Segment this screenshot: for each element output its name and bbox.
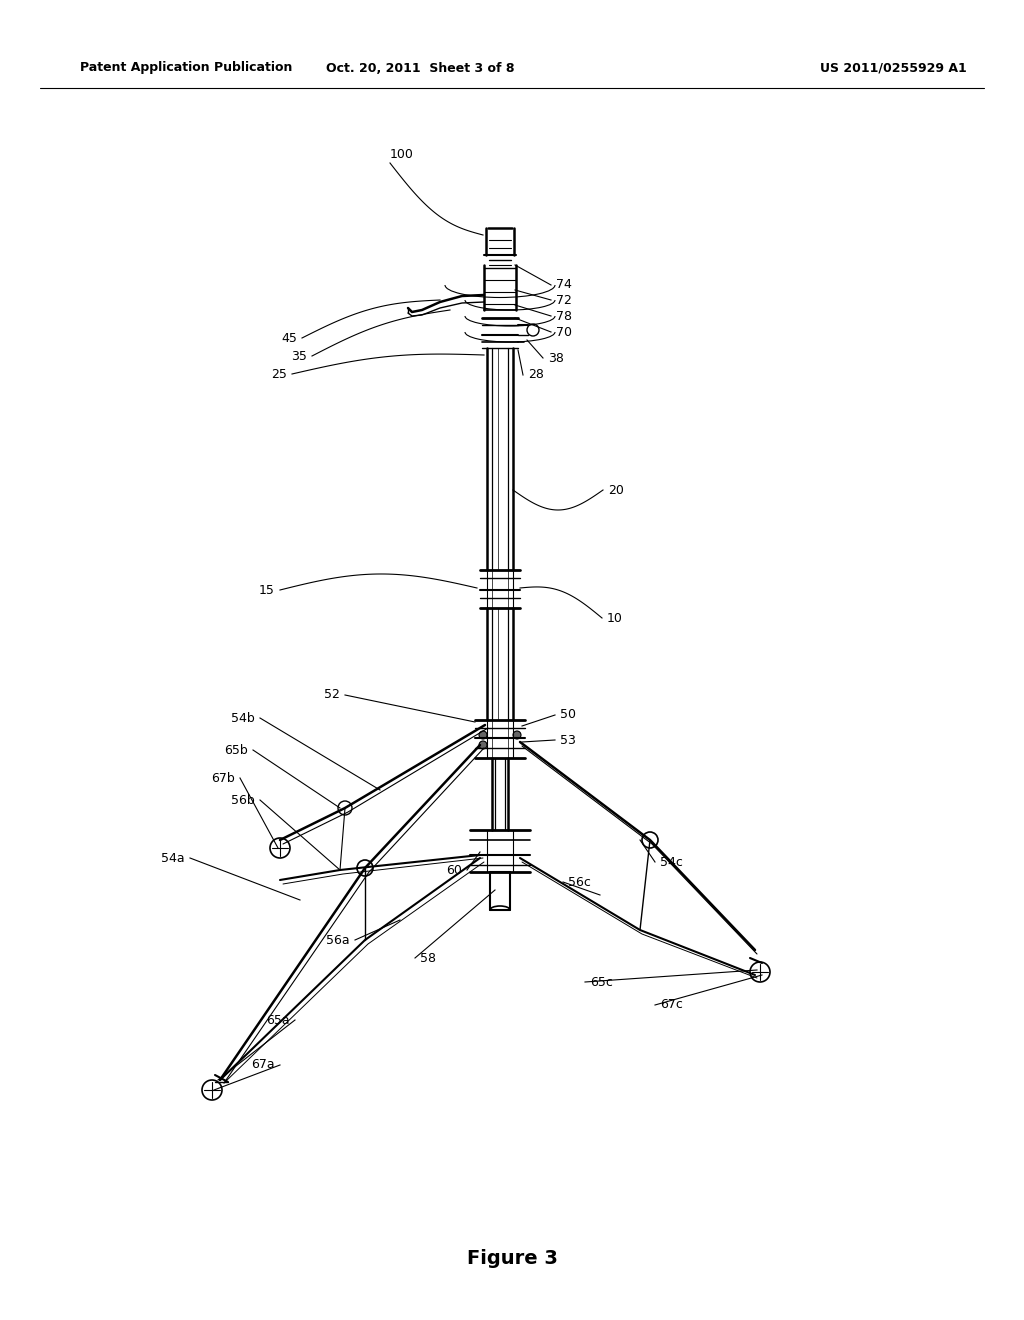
Text: 65b: 65b [224,743,248,756]
Circle shape [338,801,352,814]
Text: Patent Application Publication: Patent Application Publication [80,62,293,74]
Circle shape [479,731,487,739]
Circle shape [270,838,290,858]
Text: 67a: 67a [251,1059,275,1072]
Circle shape [202,1080,222,1100]
Text: 56c: 56c [568,875,591,888]
Text: 10: 10 [607,611,623,624]
Text: 60: 60 [446,863,462,876]
Circle shape [513,731,521,739]
Text: 78: 78 [556,309,572,322]
Text: 58: 58 [420,952,436,965]
Text: 20: 20 [608,483,624,496]
Text: 65c: 65c [590,975,613,989]
Text: 28: 28 [528,368,544,381]
Text: 54c: 54c [660,855,683,869]
Text: 35: 35 [291,350,307,363]
Text: 52: 52 [325,689,340,701]
Text: 56b: 56b [231,793,255,807]
Text: 54a: 54a [162,851,185,865]
Text: 100: 100 [390,149,414,161]
Circle shape [642,832,658,847]
Text: 45: 45 [282,331,297,345]
Text: 15: 15 [259,583,275,597]
Text: 70: 70 [556,326,572,338]
Text: Figure 3: Figure 3 [467,1249,557,1267]
Text: 53: 53 [560,734,575,747]
Circle shape [479,741,487,748]
Text: 72: 72 [556,293,571,306]
Text: 25: 25 [271,367,287,380]
Text: 67c: 67c [660,998,683,1011]
Text: 50: 50 [560,709,575,722]
Text: US 2011/0255929 A1: US 2011/0255929 A1 [820,62,967,74]
Text: 54b: 54b [231,711,255,725]
Text: 65a: 65a [266,1014,290,1027]
Circle shape [750,962,770,982]
Circle shape [357,861,373,876]
Text: 38: 38 [548,351,564,364]
Text: 56a: 56a [327,933,350,946]
Text: 74: 74 [556,279,571,292]
Text: Oct. 20, 2011  Sheet 3 of 8: Oct. 20, 2011 Sheet 3 of 8 [326,62,514,74]
Text: 67b: 67b [211,771,234,784]
